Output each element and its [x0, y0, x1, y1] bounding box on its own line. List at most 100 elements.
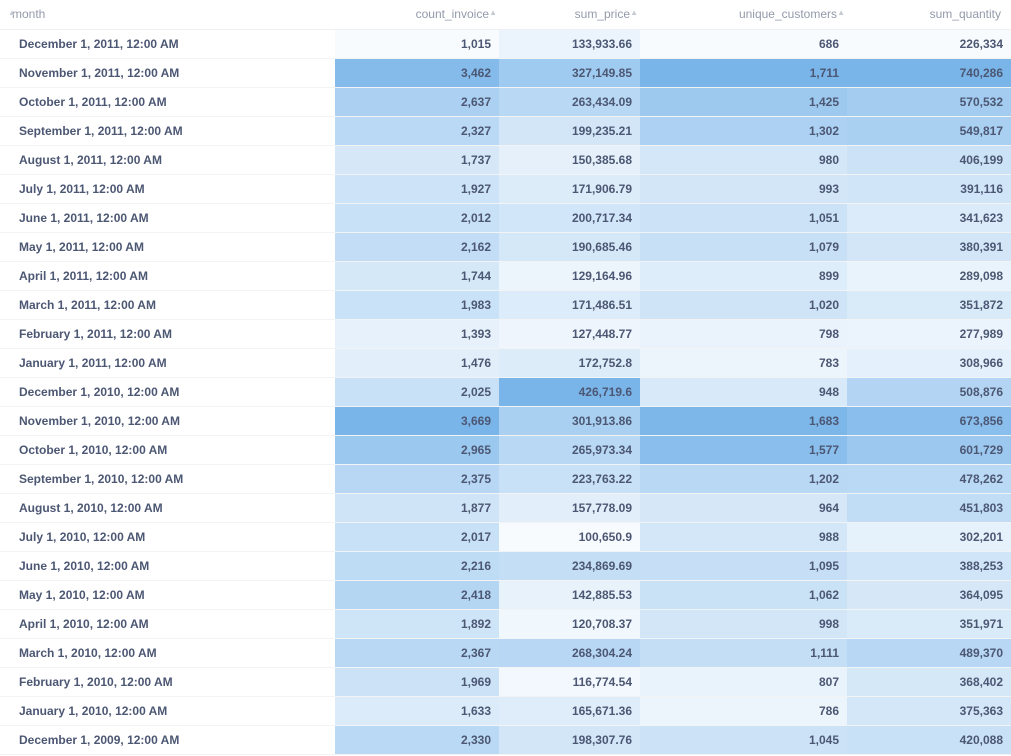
cell-sum-quantity[interactable]: 549,817 — [847, 116, 1011, 146]
cell-sum-price[interactable]: 165,671.36 — [499, 696, 640, 726]
cell-sum-quantity[interactable]: 368,402 — [847, 667, 1011, 697]
cell-month[interactable]: September 1, 2011, 12:00 AM — [0, 116, 335, 146]
cell-month[interactable]: May 1, 2010, 12:00 AM — [0, 580, 335, 610]
cell-count-invoice[interactable]: 1,476 — [335, 348, 499, 378]
cell-unique-customers[interactable]: 1,079 — [640, 232, 847, 262]
cell-sum-quantity[interactable]: 277,989 — [847, 319, 1011, 349]
cell-unique-customers[interactable]: 798 — [640, 319, 847, 349]
cell-count-invoice[interactable]: 2,162 — [335, 232, 499, 262]
cell-month[interactable]: April 1, 2011, 12:00 AM — [0, 261, 335, 291]
cell-unique-customers[interactable]: 1,111 — [640, 638, 847, 668]
cell-sum-price[interactable]: 127,448.77 — [499, 319, 640, 349]
cell-count-invoice[interactable]: 2,017 — [335, 522, 499, 552]
cell-month[interactable]: November 1, 2011, 12:00 AM — [0, 58, 335, 88]
cell-sum-quantity[interactable]: 391,116 — [847, 174, 1011, 204]
cell-sum-quantity[interactable]: 226,334 — [847, 29, 1011, 59]
cell-unique-customers[interactable]: 1,051 — [640, 203, 847, 233]
cell-sum-price[interactable]: 426,719.6 — [499, 377, 640, 407]
cell-sum-price[interactable]: 327,149.85 — [499, 58, 640, 88]
cell-sum-quantity[interactable]: 420,088 — [847, 725, 1011, 755]
column-header-unique-customers[interactable]: unique_customers ▲ — [640, 0, 847, 30]
cell-sum-price[interactable]: 172,752.8 — [499, 348, 640, 378]
cell-month[interactable]: June 1, 2011, 12:00 AM — [0, 203, 335, 233]
column-header-sum-price[interactable]: sum_price ▲ — [499, 0, 640, 30]
cell-unique-customers[interactable]: 1,302 — [640, 116, 847, 146]
cell-sum-price[interactable]: 171,486.51 — [499, 290, 640, 320]
cell-sum-price[interactable]: 142,885.53 — [499, 580, 640, 610]
cell-sum-quantity[interactable]: 302,201 — [847, 522, 1011, 552]
cell-count-invoice[interactable]: 2,330 — [335, 725, 499, 755]
cell-unique-customers[interactable]: 964 — [640, 493, 847, 523]
cell-count-invoice[interactable]: 1,015 — [335, 29, 499, 59]
cell-count-invoice[interactable]: 2,965 — [335, 435, 499, 465]
column-header-month[interactable]: ▲ month — [0, 0, 335, 30]
cell-unique-customers[interactable]: 1,020 — [640, 290, 847, 320]
column-header-count-invoice[interactable]: count_invoice ▲ — [335, 0, 499, 30]
cell-count-invoice[interactable]: 2,327 — [335, 116, 499, 146]
cell-sum-price[interactable]: 120,708.37 — [499, 609, 640, 639]
cell-count-invoice[interactable]: 1,737 — [335, 145, 499, 175]
cell-sum-price[interactable]: 171,906.79 — [499, 174, 640, 204]
cell-sum-price[interactable]: 129,164.96 — [499, 261, 640, 291]
cell-sum-quantity[interactable]: 364,095 — [847, 580, 1011, 610]
cell-month[interactable]: June 1, 2010, 12:00 AM — [0, 551, 335, 581]
cell-count-invoice[interactable]: 1,633 — [335, 696, 499, 726]
cell-unique-customers[interactable]: 807 — [640, 667, 847, 697]
cell-month[interactable]: August 1, 2010, 12:00 AM — [0, 493, 335, 523]
cell-sum-price[interactable]: 100,650.9 — [499, 522, 640, 552]
cell-count-invoice[interactable]: 2,025 — [335, 377, 499, 407]
cell-sum-quantity[interactable]: 289,098 — [847, 261, 1011, 291]
cell-sum-quantity[interactable]: 388,253 — [847, 551, 1011, 581]
cell-unique-customers[interactable]: 1,711 — [640, 58, 847, 88]
cell-month[interactable]: August 1, 2011, 12:00 AM — [0, 145, 335, 175]
cell-unique-customers[interactable]: 1,062 — [640, 580, 847, 610]
cell-count-invoice[interactable]: 2,637 — [335, 87, 499, 117]
cell-count-invoice[interactable]: 2,012 — [335, 203, 499, 233]
cell-count-invoice[interactable]: 3,669 — [335, 406, 499, 436]
cell-unique-customers[interactable]: 1,095 — [640, 551, 847, 581]
cell-sum-quantity[interactable]: 341,623 — [847, 203, 1011, 233]
cell-month[interactable]: December 1, 2010, 12:00 AM — [0, 377, 335, 407]
cell-sum-price[interactable]: 157,778.09 — [499, 493, 640, 523]
cell-sum-price[interactable]: 190,685.46 — [499, 232, 640, 262]
cell-sum-quantity[interactable]: 375,363 — [847, 696, 1011, 726]
cell-month[interactable]: January 1, 2010, 12:00 AM — [0, 696, 335, 726]
cell-unique-customers[interactable]: 899 — [640, 261, 847, 291]
cell-unique-customers[interactable]: 1,577 — [640, 435, 847, 465]
cell-unique-customers[interactable]: 998 — [640, 609, 847, 639]
cell-month[interactable]: July 1, 2011, 12:00 AM — [0, 174, 335, 204]
cell-sum-quantity[interactable]: 489,370 — [847, 638, 1011, 668]
cell-month[interactable]: December 1, 2011, 12:00 AM — [0, 29, 335, 59]
cell-sum-price[interactable]: 268,304.24 — [499, 638, 640, 668]
cell-month[interactable]: September 1, 2010, 12:00 AM — [0, 464, 335, 494]
cell-sum-price[interactable]: 198,307.76 — [499, 725, 640, 755]
cell-month[interactable]: October 1, 2010, 12:00 AM — [0, 435, 335, 465]
cell-sum-price[interactable]: 199,235.21 — [499, 116, 640, 146]
cell-unique-customers[interactable]: 783 — [640, 348, 847, 378]
cell-sum-quantity[interactable]: 508,876 — [847, 377, 1011, 407]
cell-unique-customers[interactable]: 1,202 — [640, 464, 847, 494]
cell-sum-price[interactable]: 116,774.54 — [499, 667, 640, 697]
cell-unique-customers[interactable]: 1,683 — [640, 406, 847, 436]
cell-sum-quantity[interactable]: 351,872 — [847, 290, 1011, 320]
cell-month[interactable]: March 1, 2010, 12:00 AM — [0, 638, 335, 668]
cell-unique-customers[interactable]: 980 — [640, 145, 847, 175]
cell-month[interactable]: March 1, 2011, 12:00 AM — [0, 290, 335, 320]
cell-sum-price[interactable]: 301,913.86 — [499, 406, 640, 436]
cell-sum-price[interactable]: 234,869.69 — [499, 551, 640, 581]
cell-unique-customers[interactable]: 988 — [640, 522, 847, 552]
cell-sum-quantity[interactable]: 380,391 — [847, 232, 1011, 262]
cell-count-invoice[interactable]: 2,216 — [335, 551, 499, 581]
cell-month[interactable]: January 1, 2011, 12:00 AM — [0, 348, 335, 378]
cell-month[interactable]: July 1, 2010, 12:00 AM — [0, 522, 335, 552]
cell-month[interactable]: April 1, 2010, 12:00 AM — [0, 609, 335, 639]
cell-sum-price[interactable]: 133,933.66 — [499, 29, 640, 59]
cell-sum-price[interactable]: 150,385.68 — [499, 145, 640, 175]
column-header-sum-quantity[interactable]: sum_quantity — [847, 0, 1011, 30]
cell-sum-quantity[interactable]: 673,856 — [847, 406, 1011, 436]
cell-count-invoice[interactable]: 1,983 — [335, 290, 499, 320]
cell-unique-customers[interactable]: 1,045 — [640, 725, 847, 755]
cell-sum-quantity[interactable]: 740,286 — [847, 58, 1011, 88]
cell-sum-price[interactable]: 200,717.34 — [499, 203, 640, 233]
cell-count-invoice[interactable]: 3,462 — [335, 58, 499, 88]
